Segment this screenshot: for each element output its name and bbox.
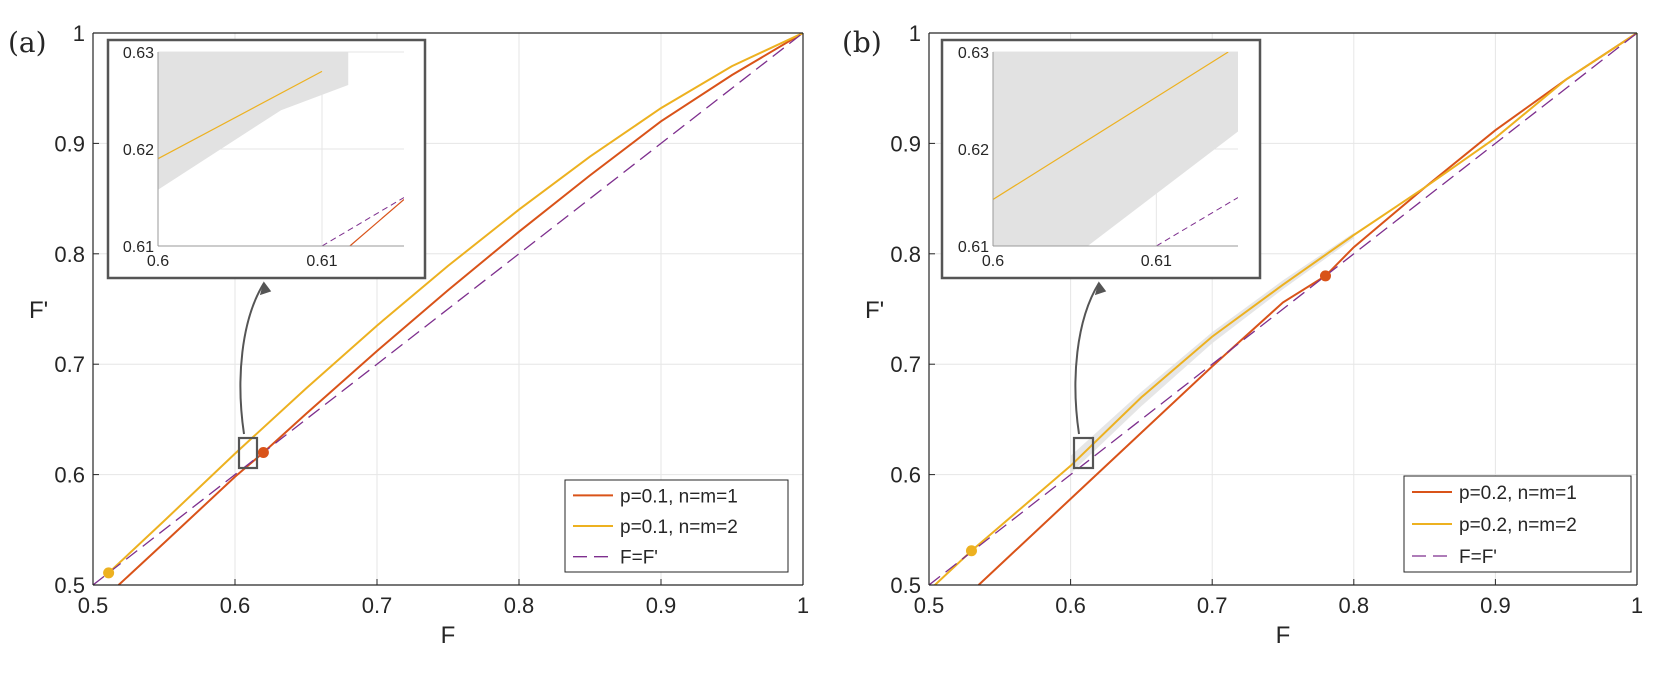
inset-y-tick-label: 0.62 — [123, 142, 154, 159]
x-tick-label: 0.7 — [362, 593, 393, 618]
x-tick-label: 0.9 — [646, 593, 677, 618]
y-tick-label: 0.8 — [890, 242, 921, 267]
x-tick-label: 1 — [1631, 593, 1643, 618]
series-line-2 — [107, 33, 803, 574]
x-tick-label: 0.5 — [914, 593, 945, 618]
y-tick-label: 0.8 — [54, 242, 85, 267]
zoom-arrow-head — [259, 281, 272, 296]
legend-label-1: p=0.2, n=m=1 — [1459, 483, 1577, 504]
y-axis-label: F' — [865, 297, 884, 324]
confidence-band — [1070, 232, 1354, 474]
x-tick-label: 1 — [797, 593, 809, 618]
x-tick-label: 0.6 — [220, 593, 251, 618]
x-axis-label: F — [1276, 622, 1291, 649]
y-tick-label: 0.6 — [54, 463, 85, 488]
zoom-arrow — [239, 282, 265, 435]
inset-red-line — [349, 198, 404, 246]
inset-y-tick-label: 0.62 — [958, 142, 989, 159]
inset-yellow-line — [158, 70, 323, 160]
inset-y-tick-label: 0.63 — [958, 45, 989, 62]
x-tick-label: 0.9 — [1480, 593, 1511, 618]
panel-label: (b) — [842, 26, 882, 59]
y-tick-label: 0.6 — [890, 463, 921, 488]
inset-x-tick-label: 0.61 — [1141, 253, 1172, 270]
inset: 0.6 0.610.610.620.63 — [940, 38, 1262, 280]
panel-label: (a) — [8, 26, 47, 59]
legend: p=0.1, n=m=1 p=0.1, n=m=2 F=F' — [564, 479, 789, 573]
series-line-3 — [929, 33, 1637, 585]
y-tick-label: 0.9 — [890, 131, 921, 156]
inset-x-tick-label: 0.6 — [982, 253, 1004, 270]
inset-band — [158, 52, 349, 190]
legend-label-3: F=F' — [620, 548, 658, 569]
marker-point-2 — [965, 545, 977, 557]
y-tick-label: 1 — [73, 21, 85, 46]
x-tick-label: 0.5 — [78, 593, 109, 618]
y-tick-label: 0.9 — [54, 131, 85, 156]
marker-point-1 — [1319, 270, 1331, 282]
legend: p=0.2, n=m=1 p=0.2, n=m=2 F=F' — [1403, 475, 1632, 573]
inset-y-tick-label: 0.61 — [958, 239, 989, 256]
y-tick-label: 1 — [909, 21, 921, 46]
x-axis-label: F — [441, 622, 456, 649]
legend-label-1: p=0.1, n=m=1 — [620, 486, 738, 507]
panel-b: 0.5 0.6 0.7 0.8 0.9 1 0.5 0.6 0.7 0.8 0.9 1 F F' (b) 0.… — [842, 21, 1643, 649]
inset-y-tick-label: 0.61 — [123, 239, 154, 256]
y-tick-label: 0.7 — [54, 352, 85, 377]
inset-yellow-line — [993, 52, 1229, 200]
series-line-1 — [117, 33, 803, 585]
zoom-arrow-head — [1094, 281, 1107, 296]
zoom-region-box — [237, 436, 259, 470]
inset-y-tick-label: 0.63 — [123, 45, 154, 62]
inset-diagonal-line — [1156, 197, 1238, 246]
y-axis-label: F' — [29, 297, 48, 324]
inset-x-tick-label: 0.6 — [147, 253, 169, 270]
series-line-2 — [933, 33, 1637, 585]
zoom-arrow — [1074, 282, 1100, 435]
inset-diagonal-line — [321, 197, 404, 246]
y-tick-label: 0.5 — [54, 573, 85, 598]
marker-point-1 — [257, 447, 269, 459]
series-line-1 — [977, 33, 1637, 585]
inset-x-tick-label: 0.61 — [306, 253, 337, 270]
y-tick-label: 0.7 — [890, 352, 921, 377]
legend-label-2: p=0.1, n=m=2 — [620, 517, 738, 538]
x-tick-label: 0.6 — [1055, 593, 1086, 618]
marker-point-2 — [103, 567, 115, 579]
legend-label-2: p=0.2, n=m=2 — [1459, 515, 1577, 536]
x-tick-label: 0.7 — [1197, 593, 1228, 618]
panel-a: 0.5 0.6 0.7 0.8 0.9 1 0.5 0.6 0.7 0.8 0.9 1 F F' (a) 0.… — [8, 21, 809, 649]
zoom-region-box — [1072, 436, 1095, 470]
x-tick-label: 0.8 — [504, 593, 535, 618]
inset-band — [993, 52, 1238, 246]
legend-label-3: F=F' — [1459, 547, 1497, 568]
series-line-3 — [93, 33, 803, 585]
y-tick-label: 0.5 — [890, 573, 921, 598]
inset: 0.6 0.610.610.620.63 — [106, 38, 427, 280]
x-tick-label: 0.8 — [1339, 593, 1370, 618]
